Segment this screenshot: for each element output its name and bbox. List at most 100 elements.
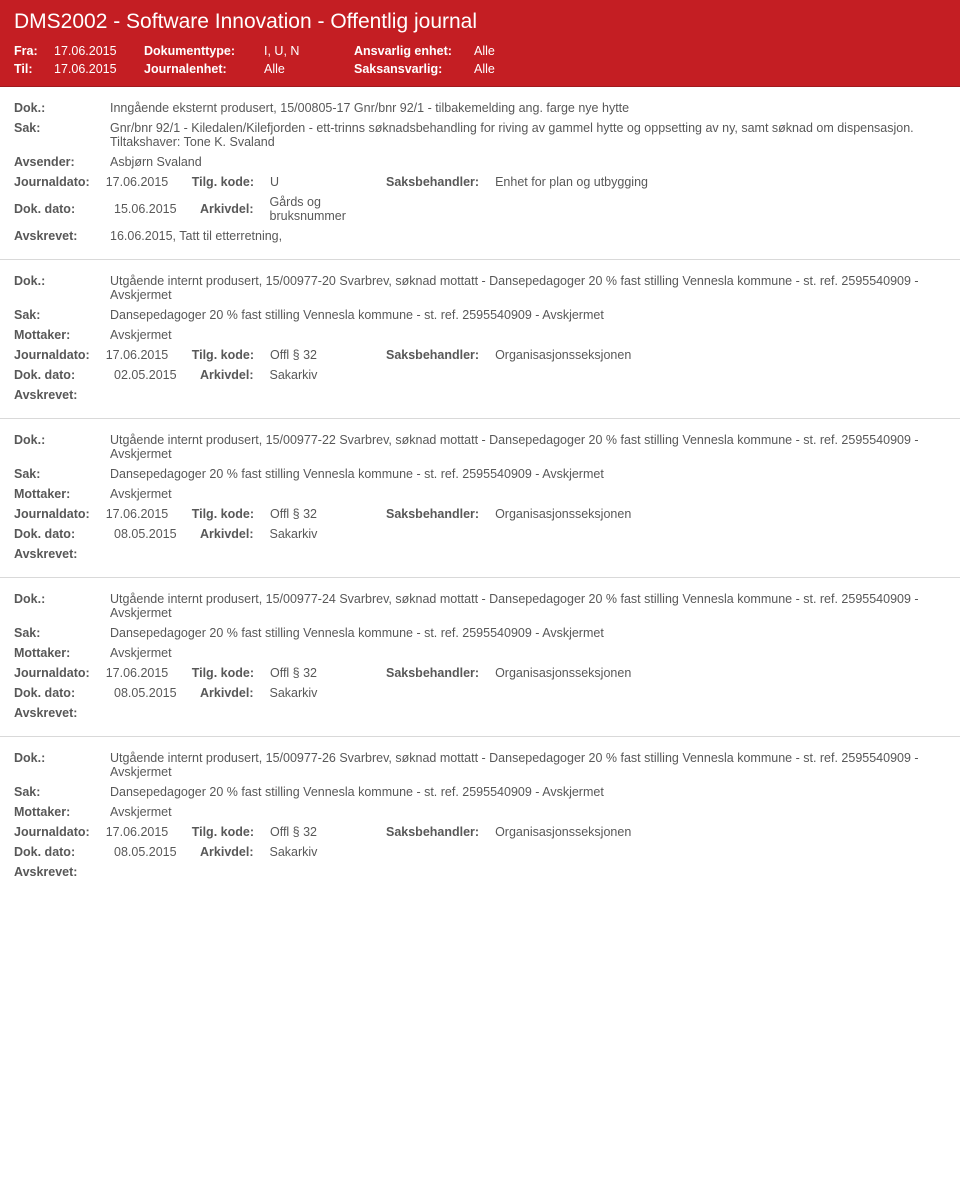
saksbehandler-value: Organisasjonsseksjonen [495,507,631,521]
saksansvarlig-label: Saksansvarlig: [354,62,474,76]
dok-label: Dok.: [14,592,110,606]
avskrevet-label: Avskrevet: [14,706,110,720]
saksansvarlig-value: Alle [474,62,534,76]
journal-entry: Dok.: Inngående eksternt produsert, 15/0… [0,87,960,260]
journal-entry: Dok.: Utgående internt produsert, 15/009… [0,578,960,737]
sak-value: Gnr/bnr 92/1 - Kiledalen/Kilefjorden - e… [110,121,946,149]
arkivdel-value: Sakarkiv [270,527,318,541]
saksbehandler-label: Saksbehandler: [386,825,479,839]
journaldato-label: Journaldato: [14,348,90,362]
ansvarlig-value: Alle [474,44,534,58]
arkivdel-value: Sakarkiv [270,368,318,382]
sak-value: Dansepedagoger 20 % fast stilling Vennes… [110,467,946,481]
journal-header: DMS2002 - Software Innovation - Offentli… [0,0,960,87]
dokdato-label: Dok. dato: [14,845,75,859]
saksbehandler-label: Saksbehandler: [386,507,479,521]
avskrevet-label: Avskrevet: [14,865,110,879]
journalenhet-label: Journalenhet: [144,62,264,76]
party-label: Mottaker: [14,487,110,501]
header-meta-grid: Fra: 17.06.2015 Dokumenttype: I, U, N An… [14,44,946,76]
dokdato-value: 08.05.2015 [114,527,177,541]
arkivdel-label: Arkivdel: [200,368,254,382]
tilg-label: Tilg. kode: [192,507,254,521]
sak-label: Sak: [14,308,110,322]
arkivdel-label: Arkivdel: [200,527,254,541]
journaldato-value: 17.06.2015 [106,175,169,189]
journaldato-label: Journaldato: [14,825,90,839]
dok-value: Utgående internt produsert, 15/00977-20 … [110,274,946,302]
saksbehandler-label: Saksbehandler: [386,666,479,680]
avskrevet-label: Avskrevet: [14,547,110,561]
journaldato-value: 17.06.2015 [106,507,169,521]
arkivdel-label: Arkivdel: [200,845,254,859]
sak-label: Sak: [14,121,110,135]
fra-value: 17.06.2015 [54,44,144,58]
tilg-label: Tilg. kode: [192,825,254,839]
dokdato-value: 02.05.2015 [114,368,177,382]
dokumenttype-label: Dokumenttype: [144,44,264,58]
journaldato-label: Journaldato: [14,666,90,680]
dokdato-value: 08.05.2015 [114,845,177,859]
saksbehandler-label: Saksbehandler: [386,175,479,189]
saksbehandler-value: Organisasjonsseksjonen [495,666,631,680]
party-label: Mottaker: [14,328,110,342]
journaldato-label: Journaldato: [14,507,90,521]
sak-value: Dansepedagoger 20 % fast stilling Vennes… [110,626,946,640]
party-value: Avskjermet [110,487,946,501]
ansvarlig-label: Ansvarlig enhet: [354,44,474,58]
tilg-value: Offl § 32 [270,507,317,521]
arkivdel-value: Gårds og bruksnummer [270,195,390,223]
arkivdel-label: Arkivdel: [200,686,254,700]
dok-value: Utgående internt produsert, 15/00977-22 … [110,433,946,461]
sak-value: Dansepedagoger 20 % fast stilling Vennes… [110,785,946,799]
dokdato-label: Dok. dato: [14,202,75,216]
sak-label: Sak: [14,626,110,640]
til-label: Til: [14,62,54,76]
journalenhet-value: Alle [264,62,354,76]
tilg-value: Offl § 32 [270,825,317,839]
arkivdel-label: Arkivdel: [200,202,254,216]
avskrevet-label: Avskrevet: [14,388,110,402]
dok-label: Dok.: [14,751,110,765]
party-label: Mottaker: [14,805,110,819]
party-value: Avskjermet [110,646,946,660]
tilg-value: U [270,175,279,189]
fra-label: Fra: [14,44,54,58]
til-value: 17.06.2015 [54,62,144,76]
saksbehandler-value: Organisasjonsseksjonen [495,825,631,839]
dok-value: Inngående eksternt produsert, 15/00805-1… [110,101,946,115]
saksbehandler-label: Saksbehandler: [386,348,479,362]
dokumenttype-value: I, U, N [264,44,354,58]
journal-entry: Dok.: Utgående internt produsert, 15/009… [0,260,960,419]
sak-value: Dansepedagoger 20 % fast stilling Vennes… [110,308,946,322]
dokdato-label: Dok. dato: [14,686,75,700]
dok-label: Dok.: [14,433,110,447]
avskrevet-label: Avskrevet: [14,229,110,243]
dokdato-value: 08.05.2015 [114,686,177,700]
journaldato-value: 17.06.2015 [106,825,169,839]
journaldato-value: 17.06.2015 [106,666,169,680]
tilg-label: Tilg. kode: [192,666,254,680]
party-value: Asbjørn Svaland [110,155,946,169]
tilg-value: Offl § 32 [270,666,317,680]
party-value: Avskjermet [110,805,946,819]
tilg-label: Tilg. kode: [192,348,254,362]
dok-value: Utgående internt produsert, 15/00977-26 … [110,751,946,779]
journaldato-value: 17.06.2015 [106,348,169,362]
avskrevet-value: 16.06.2015, Tatt til etterretning, [110,229,946,243]
saksbehandler-value: Organisasjonsseksjonen [495,348,631,362]
tilg-value: Offl § 32 [270,348,317,362]
party-label: Avsender: [14,155,110,169]
dokdato-label: Dok. dato: [14,368,75,382]
party-label: Mottaker: [14,646,110,660]
page-title: DMS2002 - Software Innovation - Offentli… [14,10,946,34]
entries-list: Dok.: Inngående eksternt produsert, 15/0… [0,87,960,895]
saksbehandler-value: Enhet for plan og utbygging [495,175,648,189]
arkivdel-value: Sakarkiv [270,845,318,859]
sak-label: Sak: [14,785,110,799]
journaldato-label: Journaldato: [14,175,90,189]
party-value: Avskjermet [110,328,946,342]
dokdato-label: Dok. dato: [14,527,75,541]
dok-label: Dok.: [14,101,110,115]
dok-label: Dok.: [14,274,110,288]
